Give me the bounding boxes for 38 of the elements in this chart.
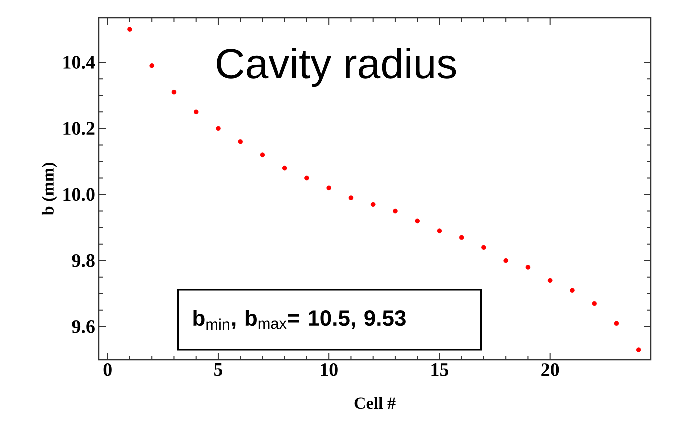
y-tick-label: 10.2 bbox=[64, 122, 95, 136]
point bbox=[459, 235, 464, 240]
point bbox=[194, 110, 199, 115]
point bbox=[260, 152, 266, 158]
point bbox=[172, 90, 177, 95]
x-tick-label: 0 bbox=[104, 364, 112, 376]
point bbox=[504, 258, 508, 264]
point bbox=[370, 202, 376, 208]
annotation: b$_{min}$, b$_{max}$= 10.5, 9.53 bbox=[194, 310, 406, 330]
point bbox=[415, 218, 420, 224]
x-tick-label: 10 bbox=[321, 364, 338, 376]
point bbox=[636, 348, 642, 352]
point bbox=[216, 126, 221, 132]
point bbox=[282, 166, 288, 171]
point bbox=[348, 196, 354, 200]
point bbox=[482, 245, 486, 250]
point bbox=[592, 301, 597, 306]
point bbox=[150, 64, 155, 68]
point bbox=[304, 176, 310, 181]
x-tick-label: 15 bbox=[432, 364, 449, 376]
point bbox=[614, 321, 620, 326]
x-tick-label: 20 bbox=[542, 364, 560, 376]
point bbox=[526, 265, 531, 270]
y-tick-label: 10.4 bbox=[64, 56, 96, 70]
point bbox=[393, 208, 398, 214]
y-tick-label: 9.8 bbox=[72, 254, 95, 268]
text: Cavity radius bbox=[217, 48, 456, 88]
y-tick-label: 9.6 bbox=[72, 320, 95, 334]
point bbox=[570, 288, 575, 293]
point bbox=[437, 228, 442, 234]
point bbox=[128, 27, 132, 32]
point bbox=[548, 278, 553, 284]
x-axis-title: Cell # bbox=[354, 397, 396, 410]
point bbox=[238, 139, 244, 144]
y-axis-title: b (mm) bbox=[42, 163, 58, 216]
point bbox=[326, 186, 332, 191]
x-tick-label: 5 bbox=[214, 364, 223, 376]
y-tick-label: 10.0 bbox=[64, 188, 95, 202]
